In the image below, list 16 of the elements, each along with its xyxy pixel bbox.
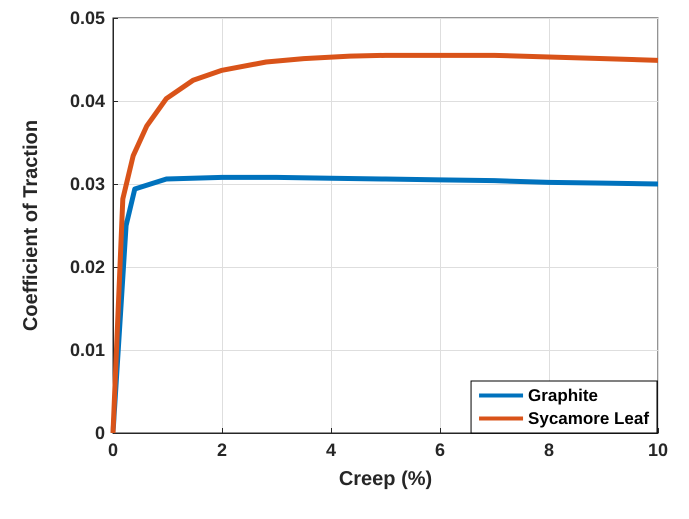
legend-label: Graphite [528,386,598,405]
y-tick-label: 0.03 [70,174,105,194]
x-tick-label: 0 [108,440,118,460]
x-tick-label: 8 [544,440,554,460]
y-tick-label: 0.02 [70,257,105,277]
y-tick-label: 0 [94,423,105,443]
x-tick-label: 10 [648,440,668,460]
x-axis-title: Creep (%) [338,468,432,490]
legend-label: Sycamore Leaf [528,409,650,428]
x-tick-label: 4 [326,440,336,460]
x-tick-label: 2 [216,440,228,460]
y-axis-title: Coefficient of Traction [20,120,42,332]
y-tick-label: 0.04 [70,91,105,111]
y-tick-label: 0.01 [70,340,105,360]
y-tick-label: 0.05 [70,8,105,28]
x-tick-label: 6 [434,440,446,460]
